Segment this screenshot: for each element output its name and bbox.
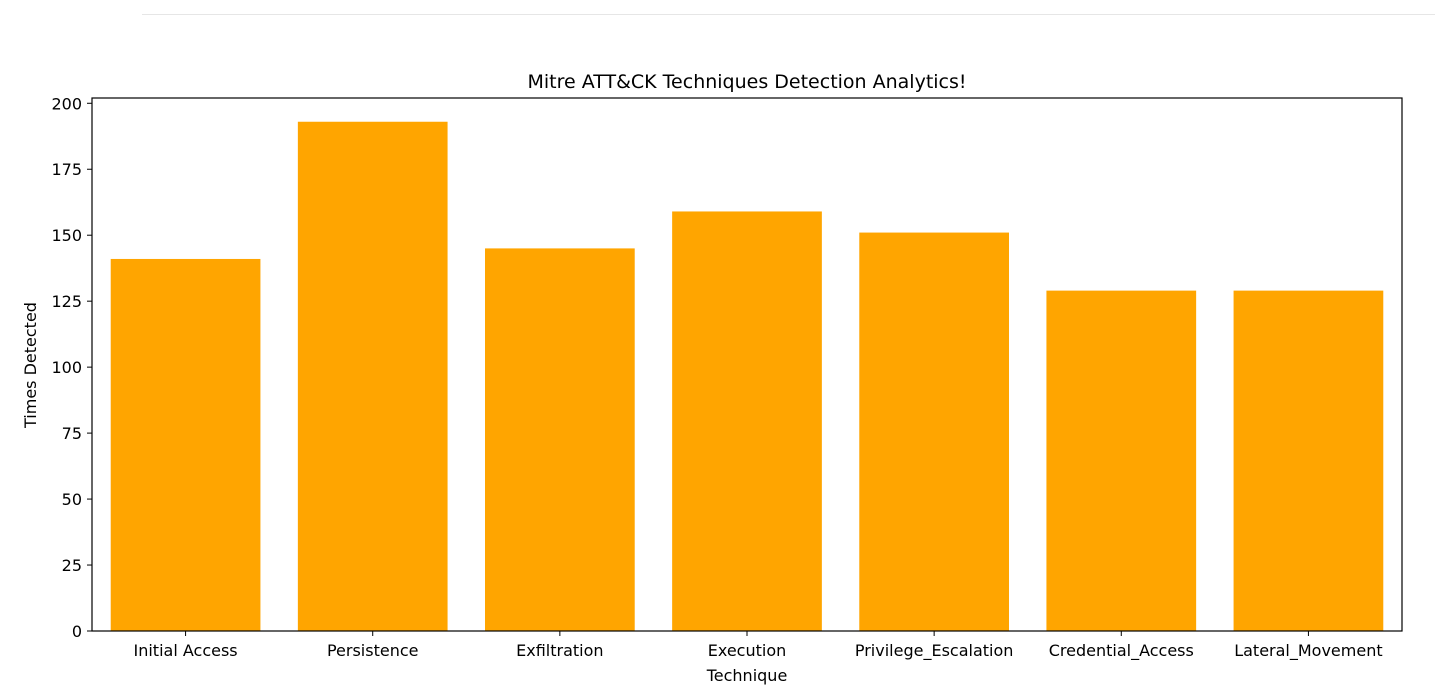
bars-group [110, 121, 1384, 632]
x-tick-label: Initial Access [134, 641, 238, 660]
chart-title: Mitre ATT&CK Techniques Detection Analyt… [527, 71, 966, 93]
y-axis-label: Times Detected [21, 302, 40, 429]
bar-lateral-movement [1233, 290, 1384, 631]
y-tick-label: 125 [51, 292, 82, 311]
x-tick-label: Credential_Access [1049, 641, 1194, 661]
bar-persistence [297, 121, 448, 631]
x-tick-label: Lateral_Movement [1234, 641, 1382, 661]
y-tick-label: 75 [62, 424, 82, 443]
x-tick-label: Privilege_Escalation [855, 641, 1014, 661]
y-tick-label: 50 [62, 490, 82, 509]
bar-execution [672, 211, 822, 632]
x-axis-label: Technique [706, 666, 788, 685]
y-tick-label: 0 [72, 622, 82, 641]
x-tick-label: Persistence [327, 641, 419, 660]
y-tick-label: 25 [62, 556, 82, 575]
bar-initial-access [110, 258, 261, 631]
y-tick-label: 175 [51, 160, 82, 179]
y-tick-label: 200 [51, 94, 82, 113]
x-axis-ticks: Initial Access Persistence Exfiltration Exe… [134, 631, 1383, 661]
bar-privilege-escalation [859, 232, 1009, 631]
x-tick-label: Execution [708, 641, 787, 660]
y-tick-label: 100 [51, 358, 82, 377]
bar-exfiltration [485, 248, 635, 631]
plot-frame [91, 97, 1403, 632]
y-axis-ticks: 0 25 50 75 100 125 150 175 200 [51, 94, 92, 641]
x-tick-label: Exfiltration [516, 641, 603, 660]
y-tick-label: 150 [51, 226, 82, 245]
top-divider [142, 14, 1435, 15]
bar-credential-access [1046, 290, 1197, 631]
